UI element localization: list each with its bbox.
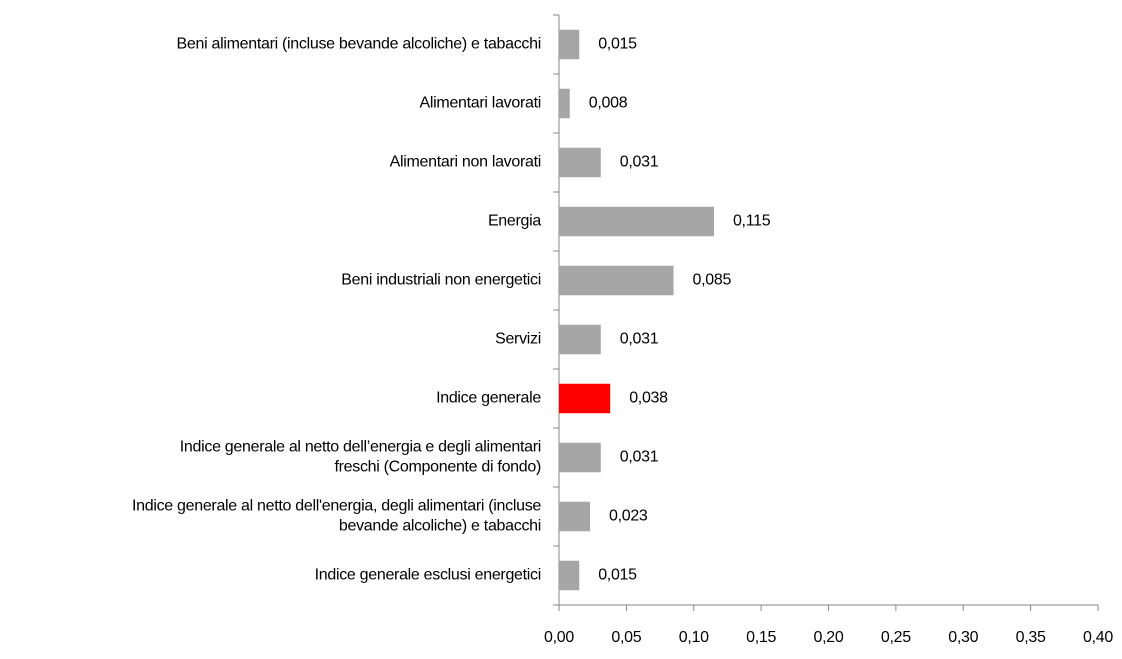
bar [559, 147, 601, 178]
value-label: 0,008 [589, 95, 628, 112]
x-tick-label: 0,25 [881, 629, 911, 646]
bar [559, 383, 611, 414]
bar [559, 324, 601, 355]
category-label: Indice generale esclusi energetici [315, 567, 541, 584]
value-label: 0,085 [693, 272, 732, 289]
x-tick-label: 0,40 [1083, 629, 1113, 646]
category-label: Beni alimentari (incluse bevande alcolic… [177, 36, 541, 53]
value-label: 0,031 [620, 331, 659, 348]
bar [559, 560, 580, 591]
category-label: Servizi [495, 331, 541, 348]
x-tick-label: 0,20 [814, 629, 844, 646]
category-label: Alimentari lavorati [420, 95, 541, 112]
bar [559, 88, 570, 119]
value-label: 0,115 [733, 213, 771, 230]
value-label: 0,015 [598, 567, 637, 584]
category-label: Energia [488, 213, 541, 230]
x-tick-label: 0,35 [1016, 629, 1046, 646]
category-label: Beni industriali non energetici [341, 272, 541, 289]
bar [559, 265, 674, 296]
value-label: 0,031 [620, 449, 659, 466]
x-tick-label: 0,15 [746, 629, 776, 646]
value-label: 0,023 [609, 508, 648, 525]
bar [559, 442, 601, 473]
bar [559, 501, 590, 532]
category-label: Indice generale al netto dell'energia, d… [132, 498, 541, 535]
category-label: Indice generale [436, 390, 541, 407]
bar [559, 29, 580, 60]
value-label: 0,038 [629, 390, 668, 407]
category-label: Alimentari non lavorati [390, 154, 541, 171]
value-label: 0,031 [620, 154, 659, 171]
value-label: 0,015 [598, 36, 637, 53]
x-tick-label: 0,10 [679, 629, 709, 646]
bar [559, 206, 714, 237]
x-tick-label: 0,00 [544, 629, 574, 646]
x-tick-label: 0,05 [611, 629, 641, 646]
category-label: Indice generale al netto dell’energia e … [180, 439, 541, 476]
x-tick-label: 0,30 [948, 629, 978, 646]
